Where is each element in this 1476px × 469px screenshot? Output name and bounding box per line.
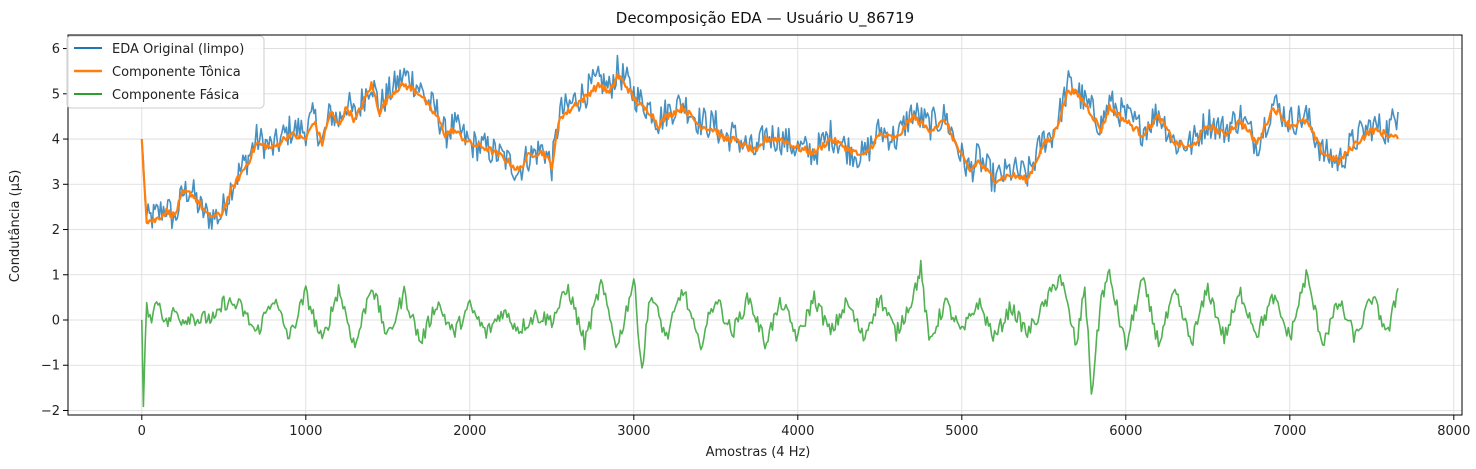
y-tick-label: −1 xyxy=(41,359,60,374)
chart-title: Decomposição EDA — Usuário U_86719 xyxy=(616,9,914,28)
x-tick-label: 1000 xyxy=(289,424,322,439)
y-tick-label: 2 xyxy=(52,223,60,238)
plot-frame xyxy=(67,34,1463,416)
y-tick-label: 6 xyxy=(52,42,60,57)
series-line-tonic xyxy=(140,73,1400,225)
x-tick-label: 0 xyxy=(138,424,146,439)
legend: EDA Original (limpo) Componente Tônica C… xyxy=(66,35,265,109)
plot-area xyxy=(140,54,1400,408)
x-tick-label: 8000 xyxy=(1437,424,1470,439)
y-tick-label: 1 xyxy=(52,268,60,283)
x-tick-label: 3000 xyxy=(617,424,650,439)
x-tick-label: 2000 xyxy=(453,424,486,439)
y-tick-label: 0 xyxy=(52,314,60,329)
x-tick-label: 5000 xyxy=(945,424,978,439)
legend-label-tonic: Componente Tônica xyxy=(112,65,241,80)
x-tick-label: 6000 xyxy=(1109,424,1142,439)
grid-lines xyxy=(68,35,1462,415)
x-tick-label: 4000 xyxy=(781,424,814,439)
y-tick-label: 5 xyxy=(52,87,60,102)
legend-frame xyxy=(66,35,265,109)
x-axis-ticks: 0 1000 2000 3000 4000 5000 6000 7000 8000 xyxy=(138,415,1470,439)
y-tick-label: −2 xyxy=(41,404,60,419)
y-axis-ticks: −2 −1 0 1 2 3 4 5 6 xyxy=(41,42,68,419)
legend-label-phasic: Componente Fásica xyxy=(112,88,239,103)
y-tick-label: 4 xyxy=(52,133,60,148)
y-tick-label: 3 xyxy=(52,178,60,193)
x-axis-label: Amostras (4 Hz) xyxy=(706,445,811,460)
x-tick-label: 7000 xyxy=(1273,424,1306,439)
series-line-phasic xyxy=(141,259,1399,408)
legend-label-eda-original: EDA Original (limpo) xyxy=(112,42,244,57)
y-axis-label: Condutância (μS) xyxy=(8,170,23,283)
